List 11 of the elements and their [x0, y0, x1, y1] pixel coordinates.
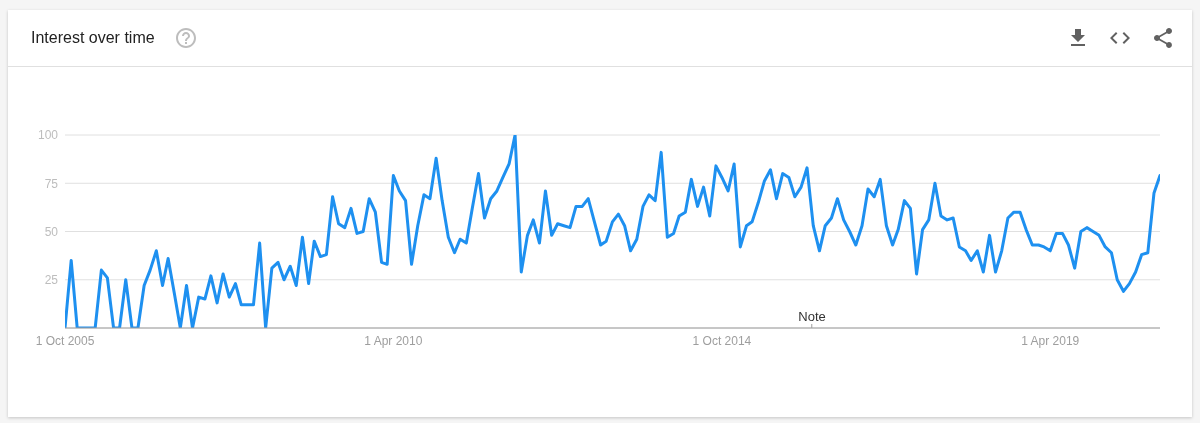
x-tick-label: 1 Oct 2014	[692, 333, 752, 348]
y-tick-label: 25	[44, 273, 59, 288]
y-tick-label: 75	[44, 176, 59, 191]
annotation: Note	[798, 309, 826, 324]
line-series	[65, 135, 1160, 328]
chart-title: Interest over time	[31, 28, 155, 48]
y-tick-label: 50	[44, 224, 59, 239]
x-tick-label: 1 Apr 2010	[364, 333, 423, 348]
x-tick-label: 1 Oct 2005	[35, 333, 95, 348]
y-tick-label: 100	[37, 128, 59, 143]
x-tick-label: 1 Apr 2019	[1021, 333, 1080, 348]
